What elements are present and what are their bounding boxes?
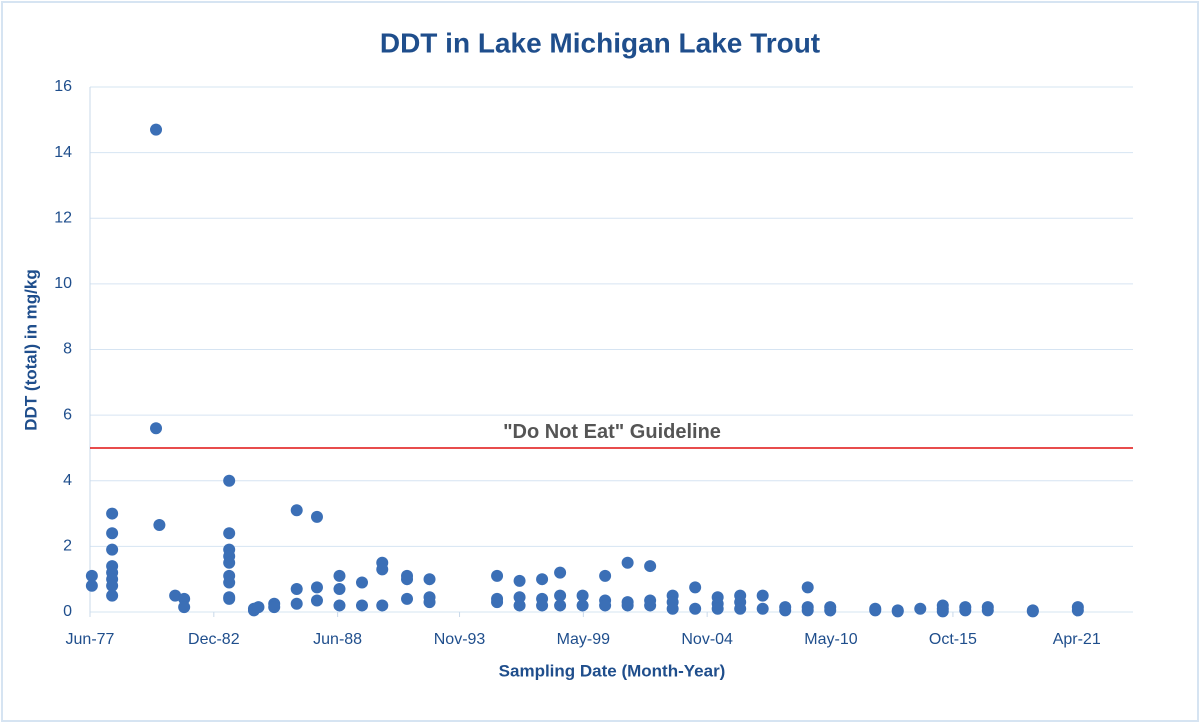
data-point: [169, 589, 182, 602]
y-tick-label: 10: [54, 275, 72, 292]
data-point: [333, 583, 346, 596]
data-point: [536, 573, 549, 586]
data-point: [644, 599, 657, 612]
data-point: [150, 123, 163, 136]
data-point: [310, 594, 323, 607]
y-tick-label: 0: [63, 603, 72, 620]
x-tick-label: Apr-21: [1053, 631, 1101, 648]
data-point: [491, 596, 504, 609]
data-point: [689, 602, 702, 615]
x-tick-label: May-99: [557, 631, 610, 648]
data-point: [106, 579, 119, 592]
data-point: [106, 507, 119, 520]
data-point: [290, 597, 303, 610]
data-point: [801, 581, 814, 594]
y-tick-label: 8: [63, 341, 72, 358]
data-point: [423, 596, 436, 609]
data-point: [824, 604, 837, 617]
data-point: [423, 573, 436, 586]
data-point: [491, 569, 504, 582]
data-point: [554, 599, 567, 612]
guideline-label: "Do Not Eat" Guideline: [503, 421, 721, 443]
data-point: [513, 599, 526, 612]
data-point: [756, 589, 769, 602]
data-point: [106, 543, 119, 556]
data-point: [178, 592, 191, 605]
chart-title: DDT in Lake Michigan Lake Trout: [380, 27, 820, 58]
data-point: [936, 605, 949, 618]
x-tick-label: Jun-77: [66, 631, 115, 648]
y-tick-label: 2: [63, 538, 72, 555]
y-tick-label: 6: [63, 406, 72, 423]
x-axis-label: Sampling Date (Month-Year): [499, 661, 726, 680]
data-point: [333, 599, 346, 612]
data-point: [891, 605, 904, 618]
data-point: [401, 592, 414, 605]
data-point: [1026, 605, 1039, 618]
data-point: [621, 556, 634, 569]
data-point: [869, 604, 882, 617]
data-point: [85, 579, 98, 592]
data-point: [355, 576, 368, 589]
y-tick-label: 16: [54, 78, 72, 95]
data-point: [576, 599, 589, 612]
data-point: [376, 599, 389, 612]
data-point: [268, 601, 281, 614]
data-point: [223, 592, 236, 605]
data-point: [914, 602, 927, 615]
y-axis-label: DDT (total) in mg/kg: [21, 269, 40, 430]
data-point: [981, 604, 994, 617]
data-point: [223, 556, 236, 569]
data-point: [223, 474, 236, 487]
data-point: [711, 602, 724, 615]
data-point: [734, 602, 747, 615]
data-point: [689, 581, 702, 594]
x-tick-label: Nov-04: [681, 631, 733, 648]
y-tick-label: 4: [63, 472, 72, 489]
data-point: [959, 604, 972, 617]
data-point: [252, 601, 265, 614]
data-point: [376, 563, 389, 576]
data-point: [310, 510, 323, 523]
data-point: [1071, 604, 1084, 617]
data-point: [178, 601, 191, 614]
x-tick-label: Jun-88: [313, 631, 362, 648]
x-tick-label: Dec-82: [188, 631, 240, 648]
data-point: [106, 589, 119, 602]
data-point: [106, 527, 119, 540]
data-point: [554, 566, 567, 579]
x-tick-label: Nov-93: [434, 631, 486, 648]
data-point: [290, 583, 303, 596]
data-point: [756, 602, 769, 615]
x-tick-label: Oct-15: [929, 631, 977, 648]
data-point: [621, 599, 634, 612]
data-point: [644, 560, 657, 573]
data-point: [536, 599, 549, 612]
x-tick-label: May-10: [804, 631, 857, 648]
data-point: [513, 574, 526, 587]
data-point: [401, 573, 414, 586]
data-point: [223, 576, 236, 589]
data-point: [513, 591, 526, 604]
data-point: [223, 527, 236, 540]
data-point: [355, 599, 368, 612]
data-point: [153, 519, 166, 532]
data-point: [150, 422, 163, 435]
data-point: [599, 599, 612, 612]
data-point: [576, 589, 589, 602]
data-point: [599, 569, 612, 582]
data-point: [801, 604, 814, 617]
data-point: [85, 569, 98, 582]
data-point: [779, 604, 792, 617]
y-tick-label: 14: [54, 144, 72, 161]
data-point: [554, 589, 567, 602]
y-tick-label: 12: [54, 209, 72, 226]
data-point: [666, 602, 679, 615]
data-point: [333, 569, 346, 582]
data-point: [310, 581, 323, 594]
data-point: [290, 504, 303, 517]
